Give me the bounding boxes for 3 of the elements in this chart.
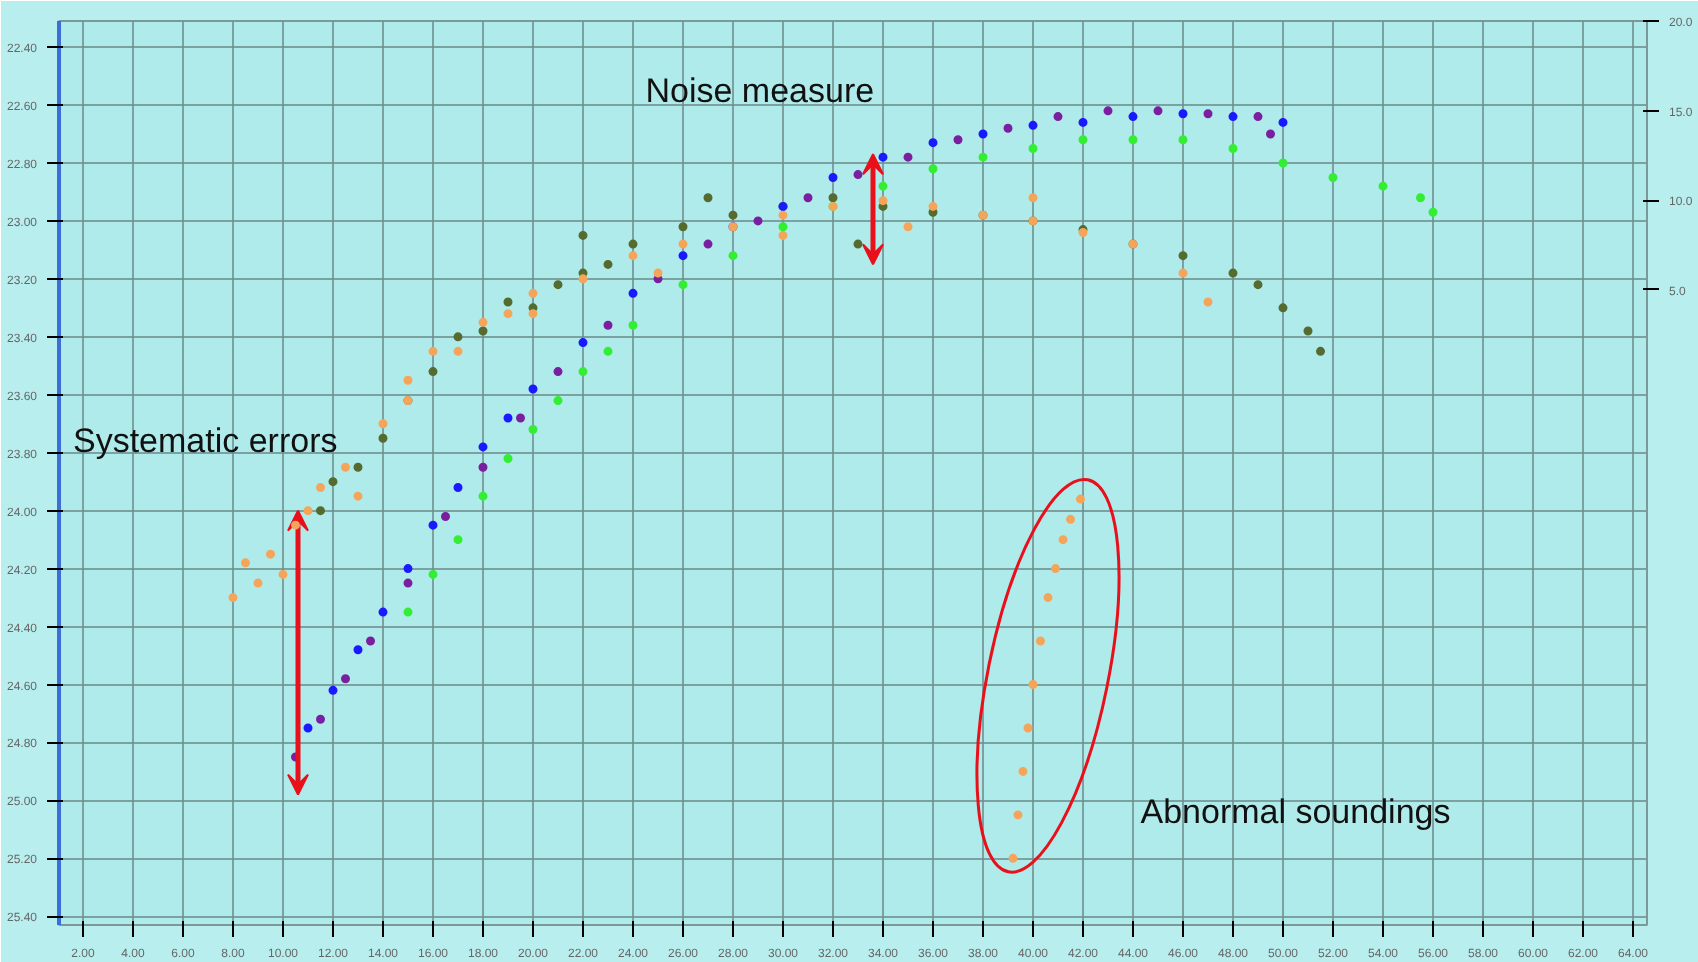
annotation: Systematic errors [73,422,338,461]
annotation: Abnormal soundings [1140,793,1451,831]
annotation: Noise measure [645,71,875,110]
